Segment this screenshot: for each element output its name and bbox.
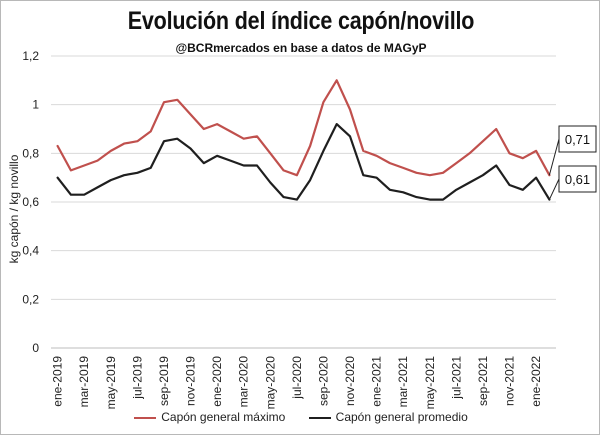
legend: Capón general máximo Capón general prome… [1, 410, 599, 424]
x-tick-label: sep-2019 [157, 356, 171, 406]
x-tick-label: nov-2019 [184, 356, 198, 406]
x-tick-label: ene-2021 [370, 356, 384, 407]
chart-subtitle: @BCRmercados en base a datos de MAGyP [175, 41, 427, 55]
x-tick-label: sep-2021 [476, 356, 490, 406]
x-tick-label: sep-2020 [316, 356, 330, 406]
x-tick-label: nov-2021 [502, 356, 516, 406]
series-lines [56, 79, 551, 201]
annotation-box [558, 125, 597, 153]
legend-swatch-maximo [134, 416, 157, 419]
chart-title: Evolución del índice capón/novillo [127, 7, 475, 35]
legend-swatch-promedio [308, 416, 331, 419]
x-axis-ticks: ene-2019 mar-2019 may-2019 jul-2019 sep-2019… [51, 356, 543, 410]
annotations: 0,71 0,61 [548, 125, 597, 200]
x-tick-label: may-2019 [104, 356, 118, 410]
y-tick-label: 0,4 [22, 244, 39, 258]
series-line-maximo [56, 79, 551, 177]
x-tick-label: jul-2021 [449, 356, 463, 400]
annotation-box [558, 165, 597, 193]
x-tick-label: mar-2020 [237, 356, 251, 408]
y-tick-label: 1 [32, 98, 39, 112]
x-tick-label: jul-2019 [130, 356, 144, 400]
gridlines [51, 55, 556, 349]
y-axis-ticks: 0 0,2 0,4 0,6 0,8 1 1,2 [22, 49, 39, 355]
x-tick-label: jul-2020 [290, 356, 304, 400]
legend-label-promedio: Capón general promedio [335, 410, 468, 424]
y-tick-label: 0,6 [22, 195, 39, 209]
annotation-callout [548, 138, 560, 176]
x-tick-label: mar-2021 [396, 356, 410, 408]
x-tick-label: mar-2019 [77, 356, 91, 408]
y-tick-label: 1,2 [22, 49, 39, 63]
annotation-label: 0,71 [565, 132, 590, 147]
y-tick-label: 0 [32, 341, 39, 355]
legend-item-promedio: Capón general promedio [308, 410, 468, 424]
legend-item-maximo: Capón general máximo [134, 410, 285, 424]
x-tick-label: may-2021 [423, 356, 437, 410]
x-tick-label: nov-2020 [343, 356, 357, 406]
x-tick-label: ene-2022 [529, 356, 543, 407]
legend-label-maximo: Capón general máximo [161, 410, 286, 424]
series-line-promedio [56, 122, 551, 201]
annotation-label: 0,61 [565, 172, 590, 187]
x-tick-label: ene-2019 [51, 356, 65, 407]
annotation-callout [548, 178, 560, 200]
y-axis-label: kg capón / kg novillo [7, 154, 21, 263]
x-tick-label: may-2020 [263, 356, 277, 410]
y-tick-label: 0,2 [22, 292, 39, 306]
x-tick-label: ene-2020 [210, 356, 224, 407]
y-tick-label: 0,8 [22, 146, 39, 160]
